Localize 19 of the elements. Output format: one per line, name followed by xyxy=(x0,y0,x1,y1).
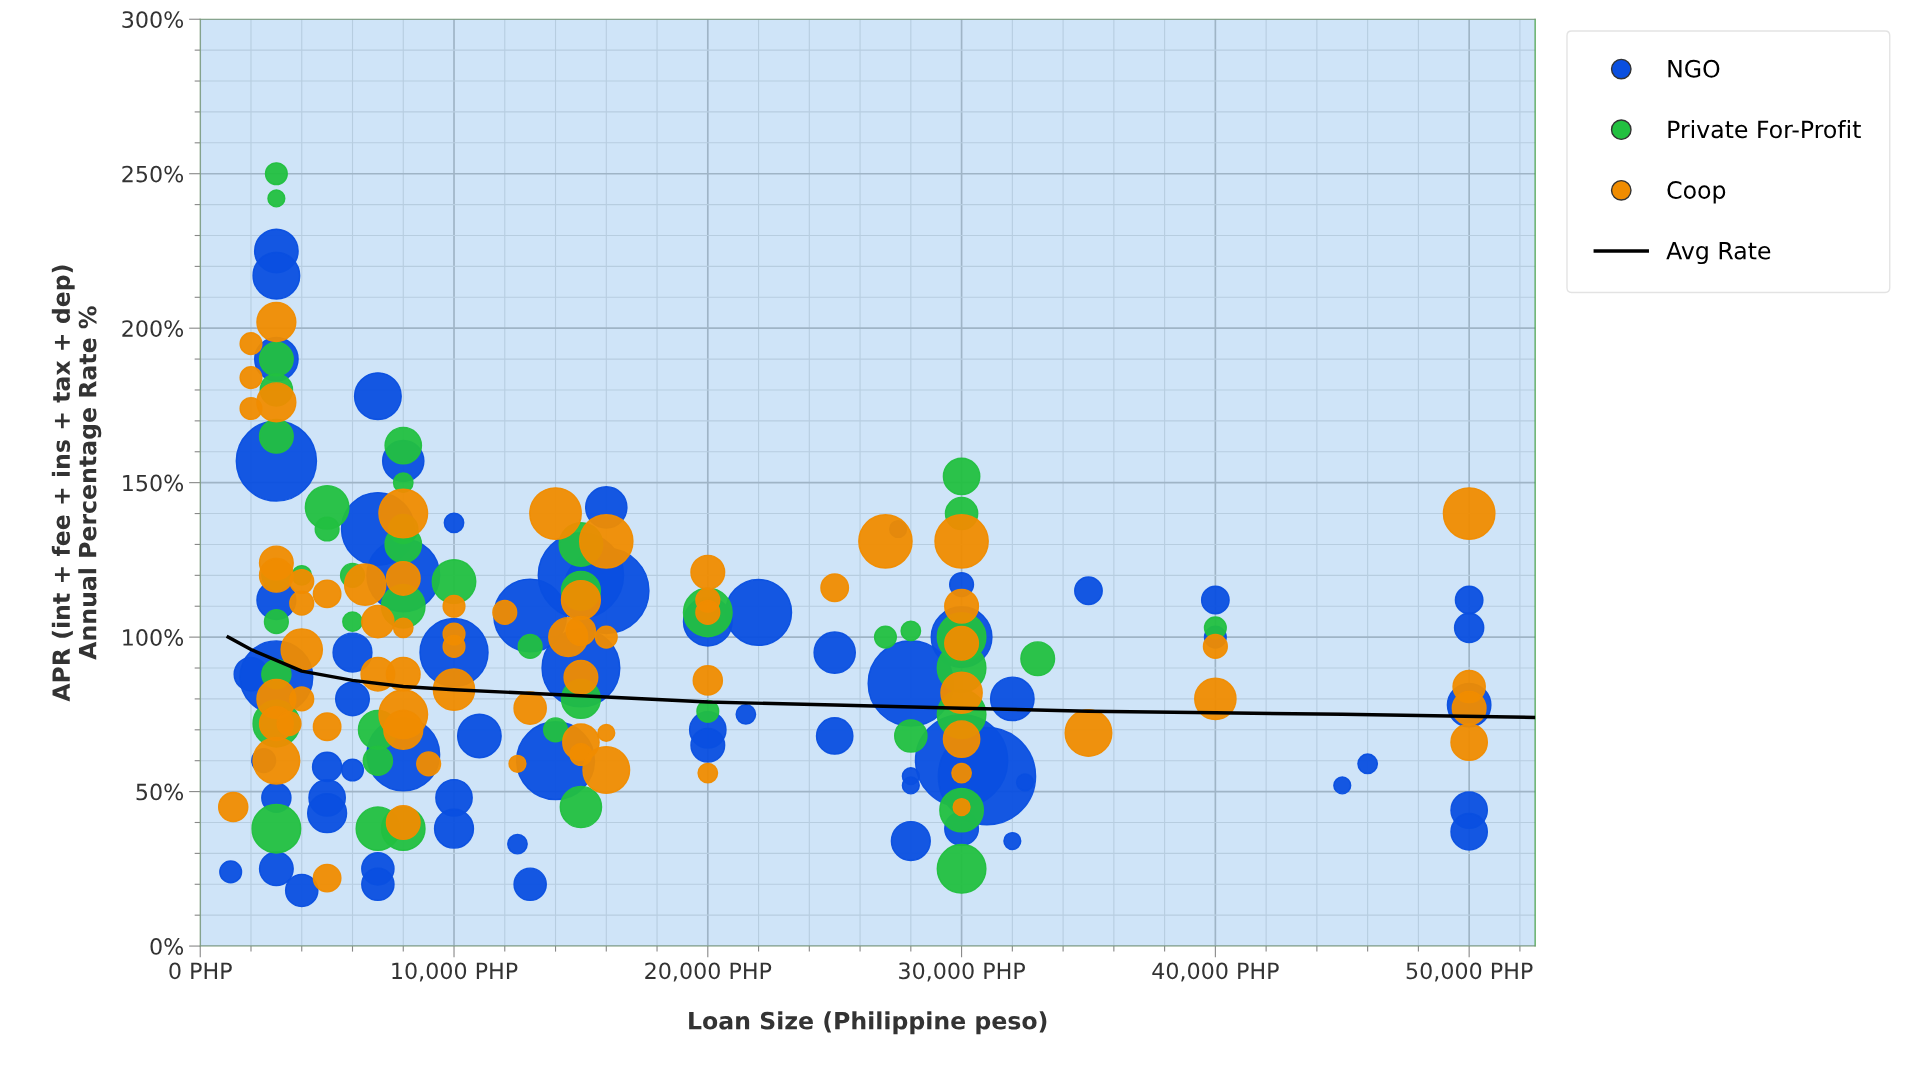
legend-label: Coop xyxy=(1667,181,1726,204)
y-tick-label: 50% xyxy=(136,783,184,801)
y-tick-label: 100% xyxy=(123,629,184,646)
legend-label: Avg Rate xyxy=(1666,241,1771,265)
legend-label: Private For-Profit xyxy=(1668,120,1861,139)
y-tick-label: 200% xyxy=(122,320,184,337)
legend-label: NGO xyxy=(1668,59,1720,78)
x-tick-label: 40,000 PHP xyxy=(1152,962,1279,982)
y-tick-label: 150% xyxy=(123,474,184,492)
x-tick-label: 10,000 PHP xyxy=(392,962,518,982)
y-axis-title: APR (int + fee + ins + tax + dep) Annual Percentage Rate % xyxy=(51,265,102,702)
x-tick-label: 0 PHP xyxy=(169,962,232,980)
x-tick-label: 50,000 PHP xyxy=(1406,962,1533,982)
y-tick-label: 0% xyxy=(150,938,184,955)
x-tick-label: 30,000 PHP xyxy=(899,962,1025,982)
x-axis-title: Loan Size (Philippine peso) xyxy=(689,1011,1047,1035)
y-tick-label: 250% xyxy=(122,165,184,183)
x-tick-label: 20,000 PHP xyxy=(645,962,772,982)
y-tick-label: 300% xyxy=(122,11,184,28)
